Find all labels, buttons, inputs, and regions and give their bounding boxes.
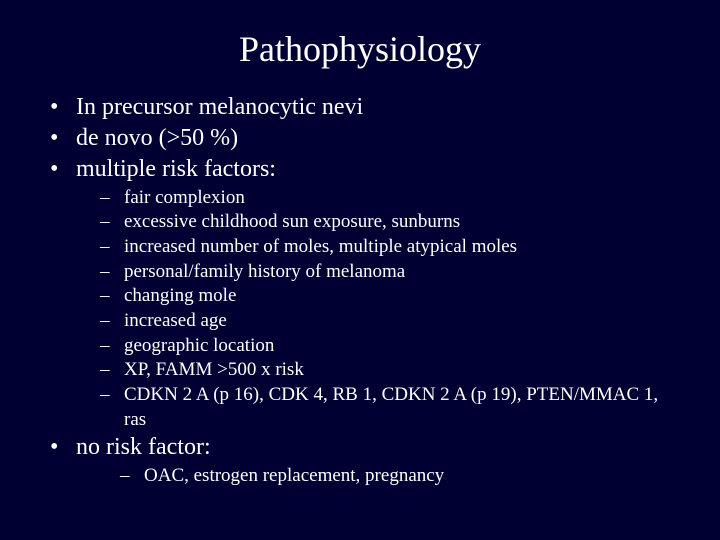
dash-icon: –	[100, 284, 112, 309]
bullet-item-1: • In precursor melanocytic nevi	[50, 92, 680, 123]
bullet-item-3: • multiple risk factors:	[50, 154, 680, 185]
main-bullet-list-2: • no risk factor:	[50, 432, 680, 463]
dash-icon: –	[100, 260, 112, 285]
main-bullet-list: • In precursor melanocytic nevi • de nov…	[50, 92, 680, 186]
risk-factor-text: personal/family history of melanoma	[124, 260, 405, 285]
bullet-dot-icon: •	[50, 432, 62, 463]
bullet-dot-icon: •	[50, 92, 62, 123]
bullet-dot-icon: •	[50, 123, 62, 154]
risk-factor-text: increased age	[124, 309, 227, 334]
risk-factor-text: excessive childhood sun exposure, sunbur…	[124, 210, 460, 235]
no-risk-text: OAC, estrogen replacement, pregnancy	[144, 464, 444, 489]
dash-icon: –	[100, 383, 112, 408]
risk-factor-item: – geographic location	[100, 334, 680, 359]
dash-icon: –	[100, 235, 112, 260]
bullet-text: In precursor melanocytic nevi	[76, 92, 363, 123]
risk-factor-text: geographic location	[124, 334, 274, 359]
risk-factor-item: – increased age	[100, 309, 680, 334]
risk-factor-item: – increased number of moles, multiple at…	[100, 235, 680, 260]
bullet-text: no risk factor:	[76, 432, 211, 463]
no-risk-item: – OAC, estrogen replacement, pregnancy	[120, 464, 680, 489]
bullet-item-4: • no risk factor:	[50, 432, 680, 463]
risk-factor-item: – personal/family history of melanoma	[100, 260, 680, 285]
risk-factor-text: XP, FAMM >500 x risk	[124, 358, 304, 383]
dash-icon: –	[100, 186, 112, 211]
dash-icon: –	[100, 358, 112, 383]
risk-factor-item: – changing mole	[100, 284, 680, 309]
bullet-text: multiple risk factors:	[76, 154, 276, 185]
dash-icon: –	[100, 334, 112, 359]
risk-factor-text: increased number of moles, multiple atyp…	[124, 235, 517, 260]
dash-icon: –	[120, 464, 132, 489]
dash-icon: –	[100, 309, 112, 334]
risk-factor-item: – XP, FAMM >500 x risk	[100, 358, 680, 383]
bullet-text: de novo (>50 %)	[76, 123, 238, 154]
risk-factors-list: – fair complexion – excessive childhood …	[100, 186, 680, 433]
no-risk-list: – OAC, estrogen replacement, pregnancy	[120, 464, 680, 489]
risk-factor-item: – CDKN 2 A (p 16), CDK 4, RB 1, CDKN 2 A…	[100, 383, 680, 432]
bullet-item-2: • de novo (>50 %)	[50, 123, 680, 154]
bullet-dot-icon: •	[50, 154, 62, 185]
dash-icon: –	[100, 210, 112, 235]
risk-factor-text: changing mole	[124, 284, 236, 309]
risk-factor-item: – fair complexion	[100, 186, 680, 211]
risk-factor-text: CDKN 2 A (p 16), CDK 4, RB 1, CDKN 2 A (…	[124, 383, 680, 432]
risk-factor-text: fair complexion	[124, 186, 245, 211]
risk-factor-item: – excessive childhood sun exposure, sunb…	[100, 210, 680, 235]
slide-title: Pathophysiology	[40, 28, 680, 70]
